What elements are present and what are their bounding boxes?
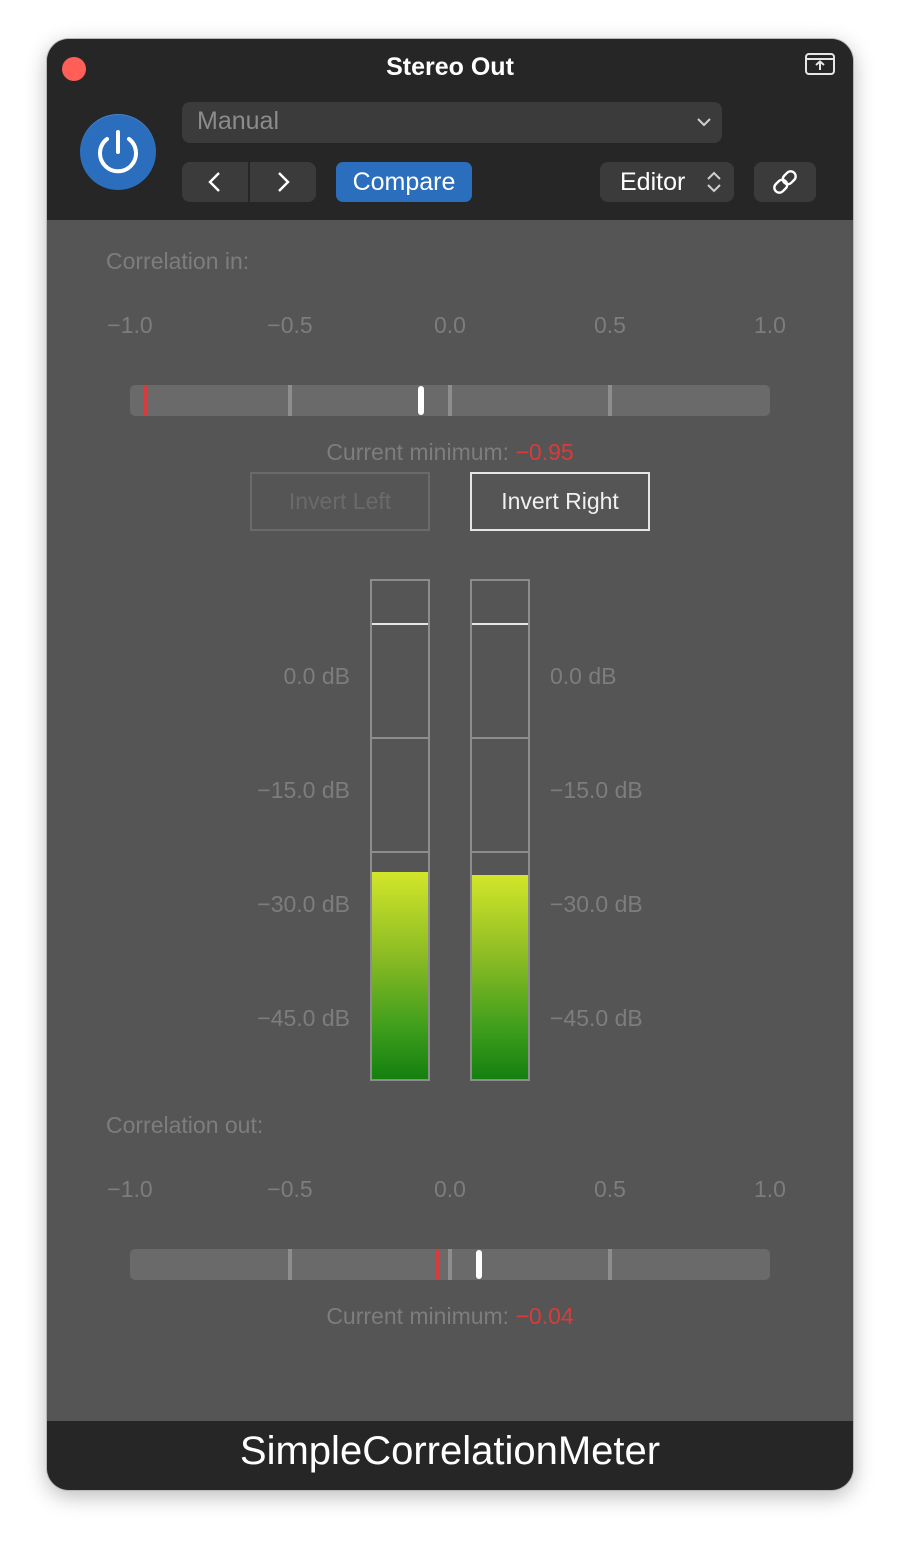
db-scale-label: −30.0 dB: [257, 891, 350, 917]
editor-label: Editor: [620, 168, 686, 196]
track-tick: [448, 1249, 452, 1280]
meter-zero-line: [372, 623, 428, 625]
correlation-in-tick: 1.0: [754, 312, 786, 338]
correlation-out-tick: 0.5: [594, 1176, 626, 1202]
correlation-in-track: [130, 385, 770, 416]
meter-panel: Correlation in: −1.0 −0.5 0.0 0.5 1.0 Cu…: [47, 220, 853, 1421]
correlation-out-tick: 1.0: [754, 1176, 786, 1202]
track-tick: [288, 385, 292, 416]
plugin-window: Stereo Out Manual: [47, 39, 853, 1490]
db-scale-label: −30.0 dB: [550, 891, 643, 917]
invert-right-button[interactable]: Invert Right: [470, 472, 650, 531]
toolbar: Stereo Out Manual: [47, 39, 853, 220]
track-tick: [608, 1249, 612, 1280]
right-level-meter: [470, 579, 530, 1081]
power-button[interactable]: [80, 114, 156, 190]
meter-grid-line: [472, 737, 528, 739]
correlation-out-tick: 0.0: [434, 1176, 466, 1202]
correlation-out-indicator: [475, 1250, 482, 1279]
db-scale-label: −15.0 dB: [257, 777, 350, 803]
link-button[interactable]: [754, 162, 816, 202]
preset-nav: [182, 162, 316, 202]
correlation-out-minimum: Current minimum: −0.04: [47, 1303, 853, 1330]
link-icon: [773, 170, 797, 194]
correlation-in-minimum-marker: [144, 385, 148, 416]
invert-left-button[interactable]: Invert Left: [250, 472, 430, 531]
chevron-left-icon: [208, 172, 220, 192]
correlation-out-minimum-marker: [435, 1249, 440, 1280]
track-tick: [288, 1249, 292, 1280]
correlation-in-label: Correlation in:: [106, 248, 250, 274]
correlation-in-minimum: Current minimum: −0.95: [47, 439, 853, 466]
preset-select[interactable]: Manual: [182, 102, 722, 143]
right-level-fill: [472, 874, 528, 1079]
db-scale-label: −45.0 dB: [550, 1005, 643, 1031]
nav-divider: [248, 162, 250, 202]
correlation-out-tick: −0.5: [267, 1176, 313, 1202]
meter-grid-line: [372, 737, 428, 739]
minimum-value: −0.95: [515, 439, 574, 465]
correlation-in-tick: −1.0: [107, 312, 153, 338]
db-scale-label: −45.0 dB: [257, 1005, 350, 1031]
minimum-label: Current minimum:: [326, 439, 510, 465]
correlation-out-tick: −1.0: [107, 1176, 153, 1202]
plugin-name-footer: SimpleCorrelationMeter: [47, 1421, 853, 1490]
next-preset-button[interactable]: [250, 162, 316, 202]
left-level-fill: [372, 872, 428, 1079]
left-level-meter: [370, 579, 430, 1081]
up-down-chevron-icon: [707, 171, 721, 193]
minimum-label: Current minimum:: [326, 1303, 510, 1329]
previous-preset-button[interactable]: [182, 162, 248, 202]
chevron-right-icon: [278, 172, 290, 192]
correlation-out-label: Correlation out:: [106, 1112, 264, 1138]
db-scale-label: −15.0 dB: [550, 777, 643, 803]
minimum-value: −0.04: [515, 1303, 574, 1329]
editor-select[interactable]: Editor: [600, 162, 734, 202]
compare-button[interactable]: Compare: [336, 162, 472, 202]
chevron-down-icon: [697, 118, 711, 127]
correlation-in-tick: 0.5: [594, 312, 626, 338]
meter-grid-line: [372, 851, 428, 853]
track-tick: [448, 385, 452, 416]
close-button[interactable]: [62, 57, 86, 81]
meter-zero-line: [472, 623, 528, 625]
meter-grid-line: [472, 851, 528, 853]
correlation-in-tick: 0.0: [434, 312, 466, 338]
correlation-in-indicator: [418, 386, 425, 415]
db-scale-label: 0.0 dB: [283, 663, 351, 689]
db-scale-label: 0.0 dB: [550, 663, 617, 689]
track-tick: [608, 385, 612, 416]
correlation-in-tick: −0.5: [267, 312, 313, 338]
preset-value: Manual: [197, 107, 279, 135]
window-title: Stereo Out: [386, 53, 514, 81]
popout-icon[interactable]: [805, 53, 835, 77]
power-icon: [98, 130, 138, 174]
correlation-out-track: [130, 1249, 770, 1280]
